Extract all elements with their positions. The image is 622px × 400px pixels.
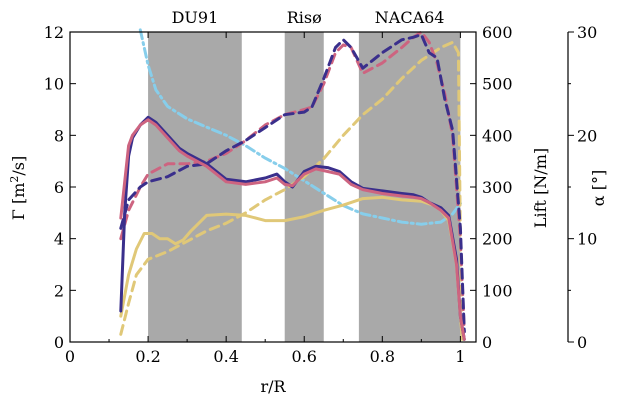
region-band-2 [358, 32, 461, 342]
y2-tick-label-2: 200 [482, 230, 513, 249]
y-tick-label-6: 12 [44, 23, 64, 42]
y2-tick-label-1: 100 [482, 281, 513, 300]
y-tick-label-4: 8 [54, 126, 64, 145]
tick-labels: 0 0.2 0.4 0.6 0.8 102468101201002003004005006… [44, 23, 598, 366]
y-axis-title-tail: /s] [9, 156, 28, 176]
y2-tick-label-5: 500 [482, 75, 513, 94]
x-tick-label-0: 0 [65, 347, 75, 366]
x-tick-label-3: 0.6 [292, 347, 317, 366]
y-axis-title-sup: 2 [8, 176, 21, 183]
x-tick-label-4: 0.8 [370, 347, 395, 366]
y3-tick-label-2: 20 [577, 126, 597, 145]
y-tick-label-5: 10 [44, 75, 64, 94]
x-tick-label-1: 0.2 [135, 347, 160, 366]
y2-tick-label-4: 400 [482, 126, 513, 145]
region-label-2: NACA64 [375, 8, 445, 27]
series-line-6 [119, 118, 466, 341]
x-tick-label-2: 0.4 [213, 347, 238, 366]
series-line-1 [119, 40, 464, 336]
series-lines [119, 28, 466, 341]
series-line-2 [119, 30, 466, 334]
y2-tick-label-6: 600 [482, 23, 513, 42]
region-band-0 [148, 32, 242, 342]
y-axis-title: Γ [m2/s] [8, 156, 28, 220]
y-tick-label-1: 2 [54, 281, 64, 300]
y2-axis-title: Lift [N/m] [531, 148, 550, 228]
y2-tick-label-3: 300 [482, 178, 513, 197]
series-line-0 [138, 28, 462, 226]
y2-tick-label-0: 0 [482, 333, 492, 352]
series-line-3 [119, 33, 466, 334]
axes [69, 31, 574, 343]
y3-axis-title: α [°] [589, 170, 608, 206]
region-label-0: DU91 [172, 8, 219, 27]
region-label-1: Risø [287, 8, 322, 27]
y3-tick-label-1: 10 [577, 230, 597, 249]
y3-tick-label-3: 30 [577, 23, 597, 42]
y-tick-label-2: 4 [54, 230, 64, 249]
x-tick-label-5: 1 [455, 347, 465, 366]
y-tick-label-0: 0 [54, 333, 64, 352]
y-axis-title-main: Γ [m [9, 183, 28, 221]
x-axis-title: r/R [260, 377, 286, 396]
y-tick-label-3: 6 [54, 178, 64, 197]
y3-tick-label-0: 0 [577, 333, 587, 352]
